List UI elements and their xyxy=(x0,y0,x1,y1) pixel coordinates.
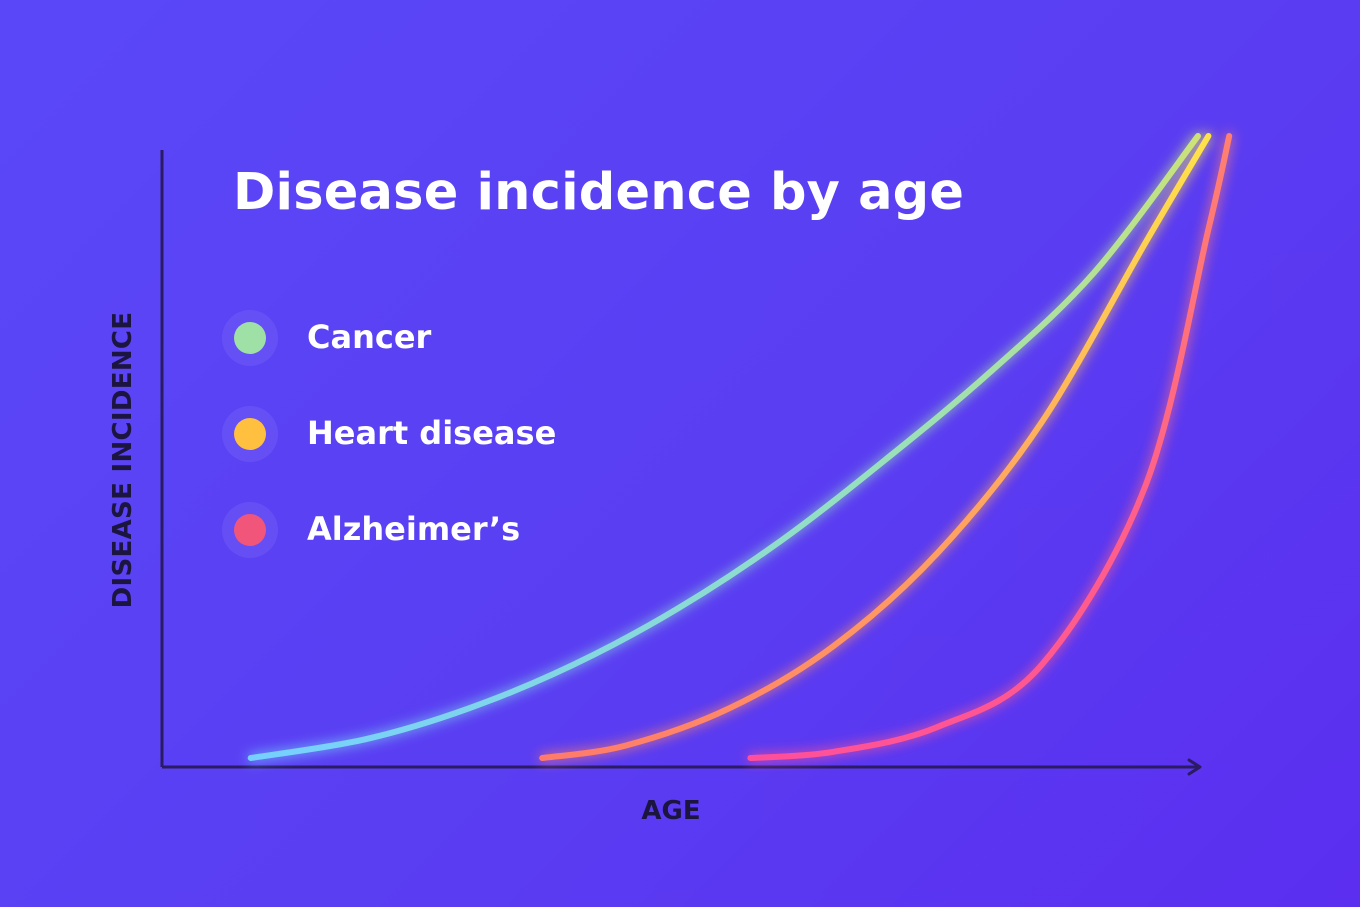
legend-label-cancer: Cancer xyxy=(307,318,432,356)
series-line-alzheimers xyxy=(747,133,1233,761)
legend-marker-heart-disease xyxy=(234,418,266,450)
series-line-cancer xyxy=(247,133,1201,761)
legend-marker-alzheimers xyxy=(234,514,266,546)
legend-label-heart-disease: Heart disease xyxy=(307,414,557,452)
y-axis-label: DISEASE INCIDENCE xyxy=(108,311,138,609)
x-axis-arrow-icon xyxy=(1187,758,1202,776)
legend-marker-cancer xyxy=(234,322,266,354)
x-axis-label: AGE xyxy=(641,796,701,826)
legend-item-heart-disease: Heart disease xyxy=(222,406,642,462)
legend-item-cancer: Cancer xyxy=(222,310,642,366)
legend-label-alzheimers: Alzheimer’s xyxy=(307,510,521,548)
legend-item-alzheimers: Alzheimer’s xyxy=(222,502,642,558)
chart-title: Disease incidence by age xyxy=(233,163,965,222)
series-line-heart-disease xyxy=(539,133,1212,761)
